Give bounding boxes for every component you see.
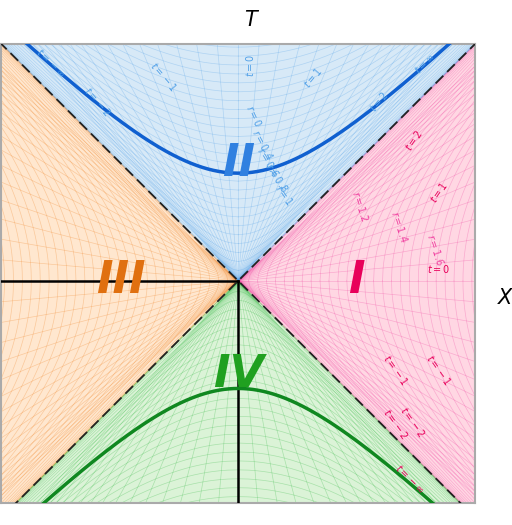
Text: I: I <box>348 259 364 302</box>
Polygon shape <box>2 281 475 518</box>
Text: $t=2$: $t=2$ <box>402 127 425 153</box>
Text: $t=-\infty$: $t=-\infty$ <box>34 46 69 80</box>
Text: IV: IV <box>212 353 264 396</box>
Text: $t=-2$: $t=-2$ <box>82 84 113 119</box>
Text: $t=-2$: $t=-2$ <box>398 404 428 439</box>
Text: $r=1$: $r=1$ <box>273 182 296 208</box>
Text: II: II <box>222 142 254 185</box>
Text: III: III <box>96 259 145 302</box>
Text: $t=-1$: $t=-1$ <box>381 352 411 387</box>
Text: $t=1$: $t=1$ <box>301 65 325 90</box>
Text: $r=1.4$: $r=1.4$ <box>389 209 411 244</box>
Text: $T$: $T$ <box>244 9 260 29</box>
Text: $t=1$: $t=1$ <box>428 179 451 205</box>
Text: $t=\infty$: $t=\infty$ <box>412 50 438 76</box>
Text: $t=-1$: $t=-1$ <box>148 60 179 94</box>
Text: $t=-\infty$: $t=-\infty$ <box>393 461 428 496</box>
Text: $t=-1$: $t=-1$ <box>424 352 454 387</box>
Text: $r=0.8$: $r=0.8$ <box>263 161 290 194</box>
Text: $t=-2$: $t=-2$ <box>381 406 411 442</box>
Text: $X$: $X$ <box>497 288 512 308</box>
Polygon shape <box>238 44 475 518</box>
Polygon shape <box>2 44 238 518</box>
Text: $r=0$: $r=0$ <box>244 102 265 129</box>
Text: $r=1.6$: $r=1.6$ <box>425 232 446 267</box>
Text: $t=0$: $t=0$ <box>428 263 451 275</box>
Text: $r=0.6$: $r=0.6$ <box>255 144 282 179</box>
Polygon shape <box>2 44 475 281</box>
Text: $r=1.2$: $r=1.2$ <box>350 189 371 223</box>
Text: $t=2$: $t=2$ <box>367 89 391 114</box>
Text: $t=0$: $t=0$ <box>244 54 256 77</box>
Text: $r=0.4$: $r=0.4$ <box>250 127 275 162</box>
